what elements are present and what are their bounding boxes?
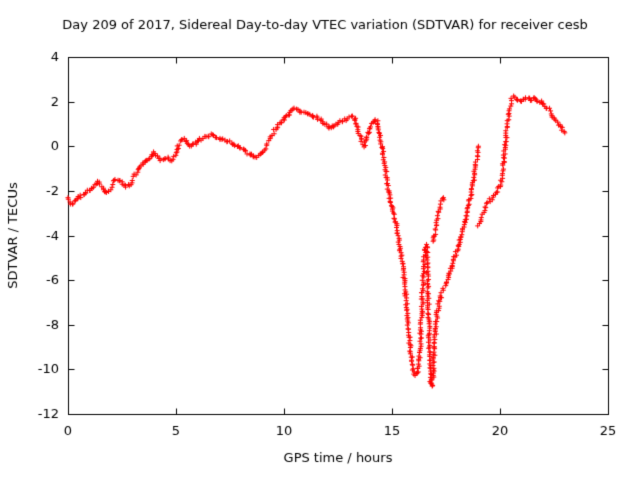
vtec-chart — [0, 0, 640, 480]
vtec-chart-canvas — [0, 0, 640, 480]
